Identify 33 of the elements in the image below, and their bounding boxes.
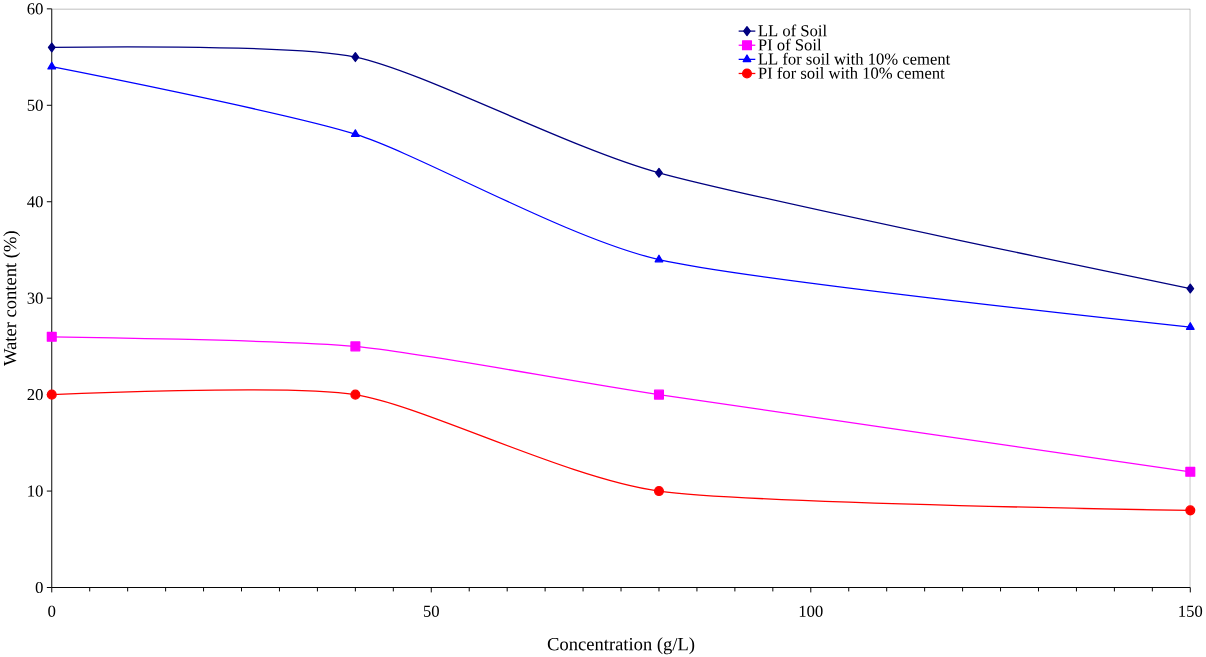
x-axis-title: Concentration (g/L) <box>547 637 695 654</box>
x-tick-label: 50 <box>423 605 439 617</box>
point <box>1185 466 1196 477</box>
point <box>350 128 360 137</box>
x-tick-label: 150 <box>1179 605 1203 617</box>
y-tick-label: 0 <box>35 581 43 593</box>
legend-label: PI of Soil <box>758 38 822 51</box>
point <box>1185 321 1195 330</box>
y-axis-title: Water content (%) <box>3 230 21 366</box>
legend-label: LL for soil with 10% cement <box>758 52 951 65</box>
point <box>47 42 56 53</box>
point <box>655 167 663 178</box>
point <box>350 341 361 352</box>
y-tick-label: 20 <box>27 388 43 401</box>
point <box>654 254 664 263</box>
point <box>653 485 665 496</box>
point <box>351 51 360 62</box>
point <box>350 389 361 400</box>
point <box>653 389 665 400</box>
point <box>1186 283 1195 294</box>
y-tick-label: 30 <box>27 292 43 304</box>
point <box>46 389 57 400</box>
point <box>47 61 57 70</box>
y-tick-label: 10 <box>28 485 43 497</box>
point <box>1185 505 1196 516</box>
y-tick-label: 50 <box>27 99 43 111</box>
y-tick-label: 40 <box>27 195 43 208</box>
legend-label: PI for soil with 10% cement <box>758 66 945 79</box>
x-tick-label: 100 <box>799 605 823 617</box>
point <box>46 331 57 342</box>
x-tick-label: 0 <box>48 605 56 617</box>
y-tick-label: 60 <box>27 3 43 15</box>
legend-label: LL of Soil <box>758 24 827 37</box>
